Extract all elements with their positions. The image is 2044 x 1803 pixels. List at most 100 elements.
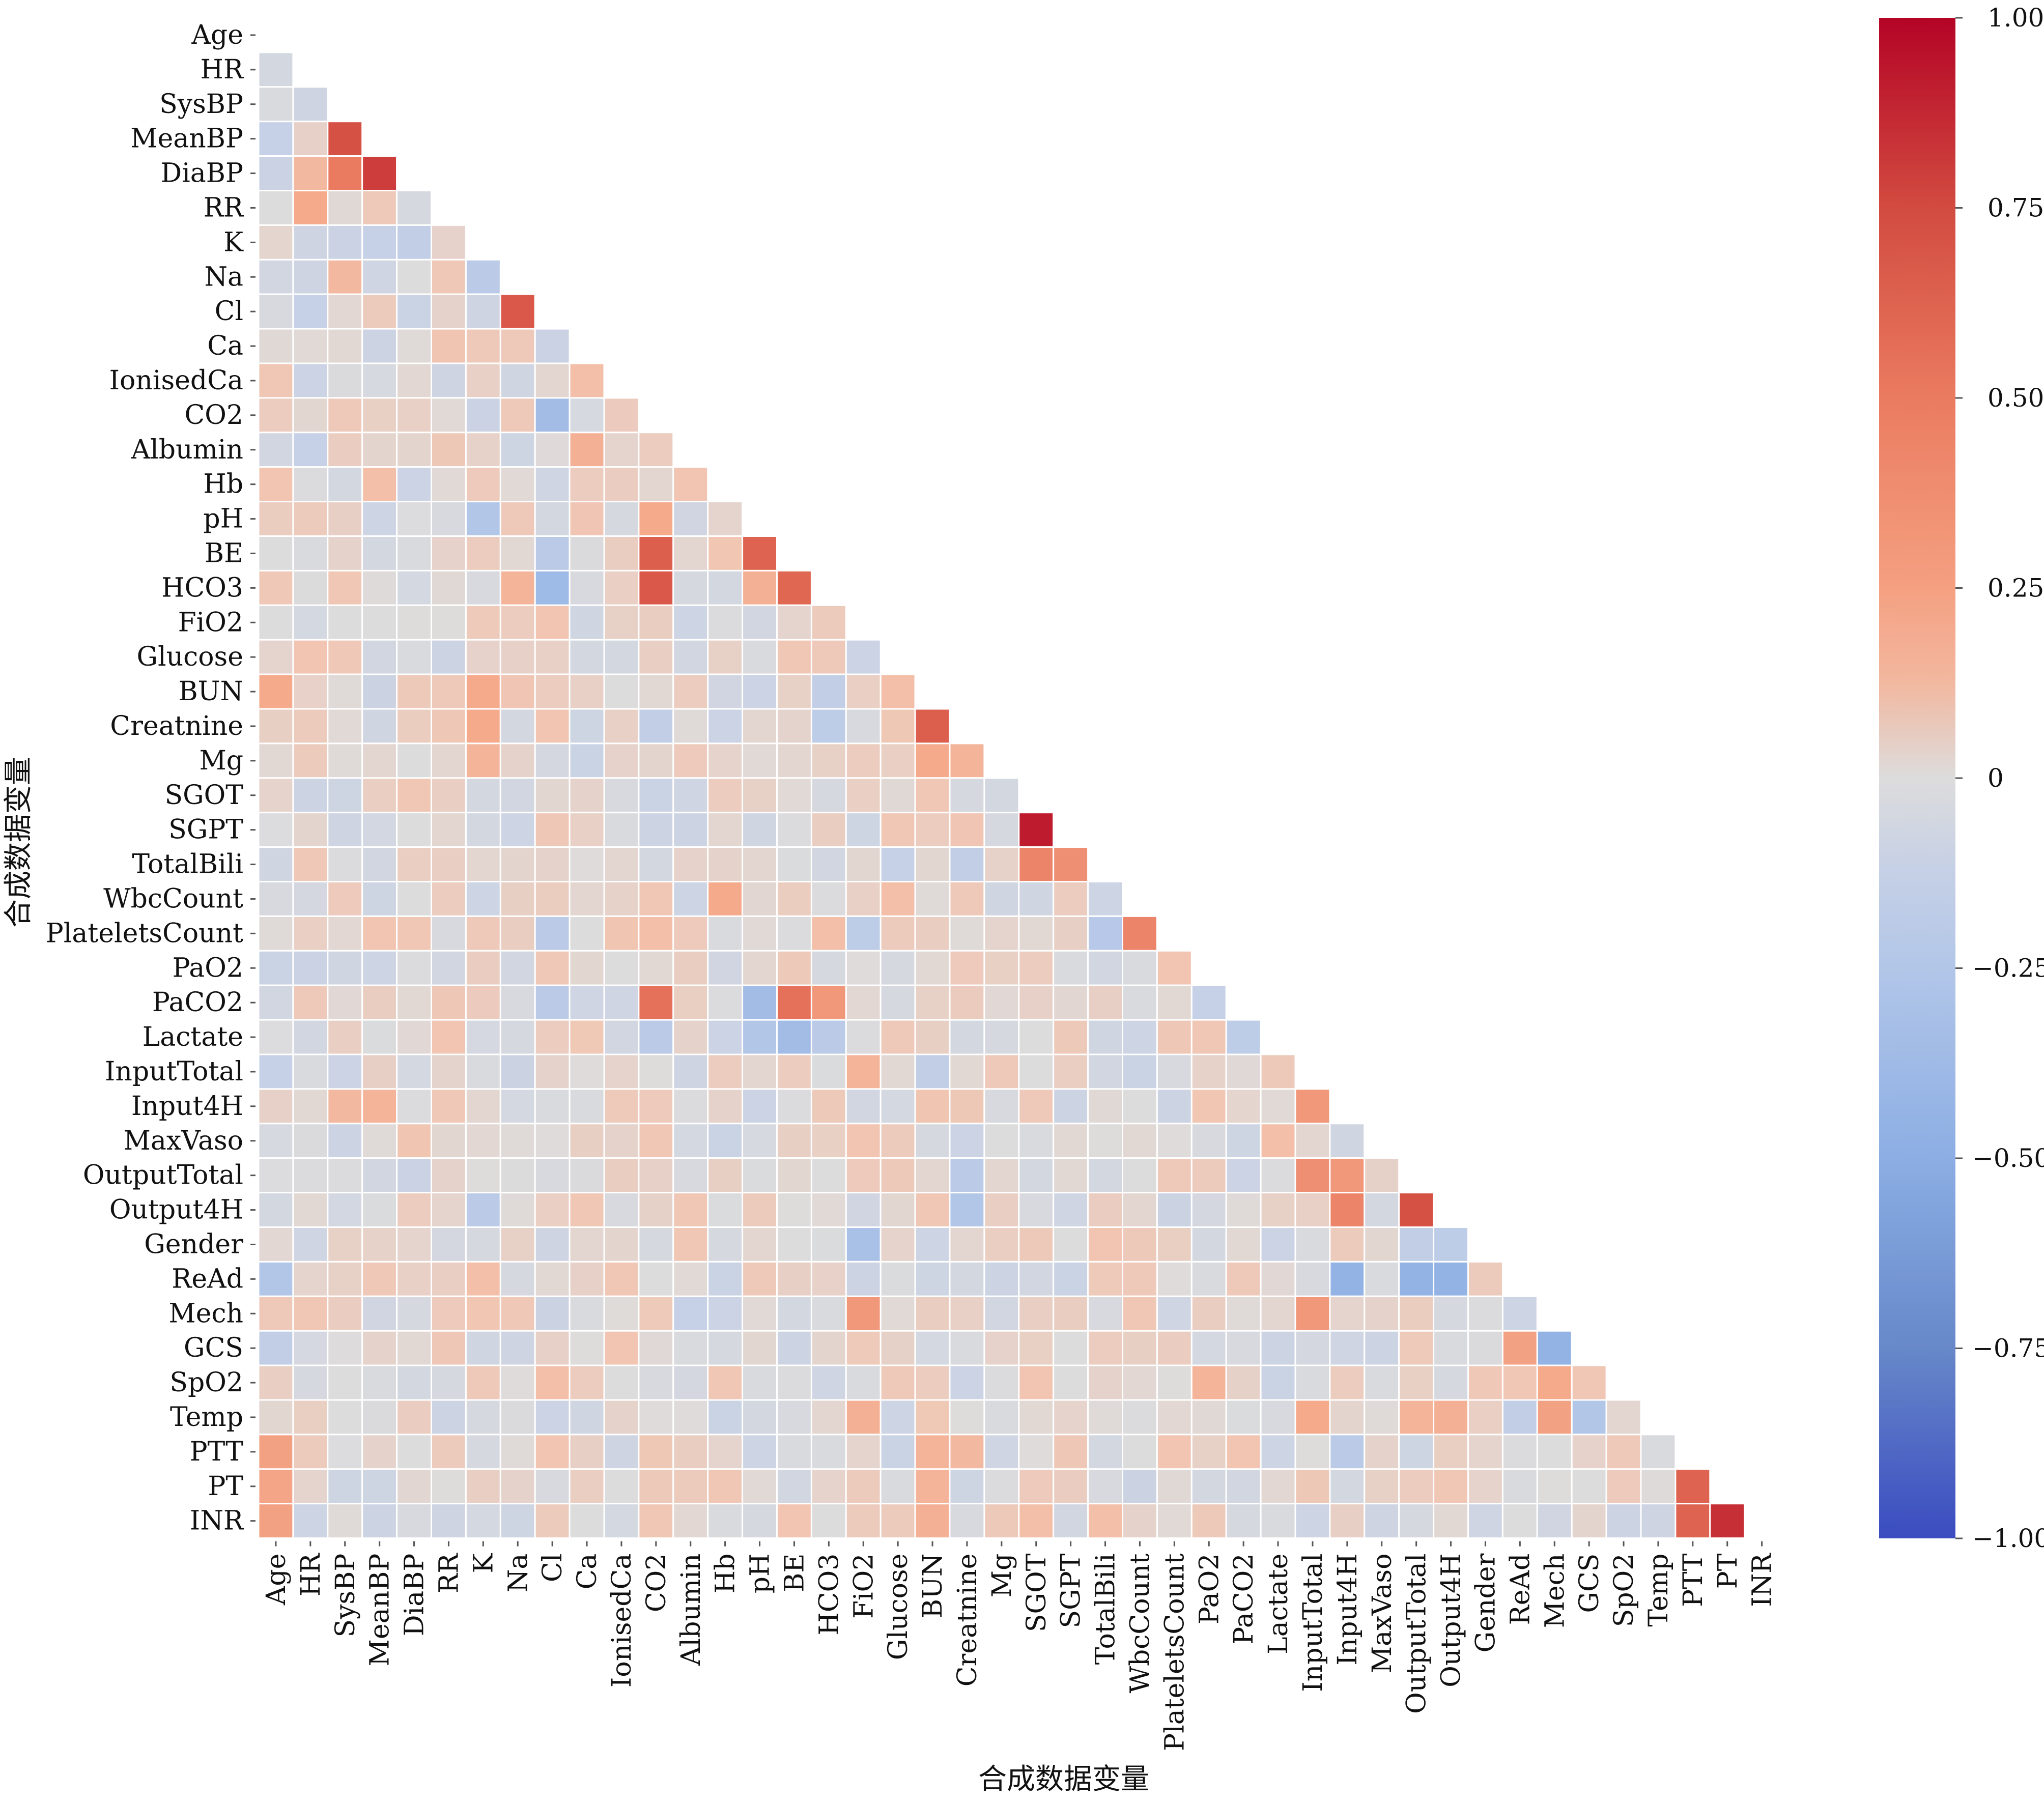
heatmap-cell-SGPT-BE (776, 812, 812, 848)
heatmap-cell-PT-Age (258, 1468, 294, 1505)
heatmap-cell-GCS-Age (258, 1330, 294, 1366)
heatmap-cell-PaO2-pH (742, 950, 778, 986)
heatmap-cell-Creatnine-K (465, 708, 501, 745)
heatmap-cell-Gender-HCO3 (810, 1226, 847, 1263)
heatmap-cell-PlateletsCount-IonisedCa (603, 915, 640, 952)
heatmap-cell-PaO2-DiaBP (396, 950, 432, 986)
heatmap-cell-Lactate-PlateletsCount (1156, 1019, 1193, 1055)
heatmap-cell-PTT-Albumin (672, 1434, 709, 1470)
heatmap-cell-INR-OutputTotal (1398, 1503, 1435, 1539)
heatmap-cell-SGPT-CO2 (638, 812, 674, 848)
heatmap-cell-Glucose-HR (292, 639, 329, 675)
heatmap-cell-ReAd-IonisedCa (603, 1261, 640, 1297)
heatmap-cell-Output4H-CO2 (638, 1192, 674, 1228)
heatmap-cell-BUN-Na (499, 673, 536, 710)
heatmap-cell-HCO3-K (465, 569, 501, 606)
heatmap-cell-PaO2-BUN (914, 950, 951, 986)
heatmap-cell-Output4H-PlateletsCount (1156, 1192, 1193, 1228)
heatmap-cell-MaxVaso-Lactate (1260, 1123, 1296, 1159)
y-tick-label-BUN: BUN (178, 676, 243, 707)
heatmap-cell-Gender-TotalBili (1087, 1226, 1124, 1263)
heatmap-cell-OutputTotal-MaxVaso (1364, 1157, 1400, 1194)
heatmap-cell-WbcCount-K (465, 881, 501, 917)
heatmap-cell-SpO2-GCS (1571, 1364, 1607, 1401)
heatmap-cell-WbcCount-Hb (707, 881, 744, 917)
heatmap-cell-PT-PaCO2 (1225, 1468, 1262, 1505)
heatmap-cell-OutputTotal-FiO2 (845, 1157, 882, 1194)
heatmap-cell-PlateletsCount-SysBP (327, 915, 363, 952)
heatmap-cell-pH-Age (258, 501, 294, 537)
heatmap-cell-GCS-pH (742, 1330, 778, 1366)
heatmap-cell-PlateletsCount-Hb (707, 915, 744, 952)
heatmap-cell-HCO3-SysBP (327, 569, 363, 606)
heatmap-cell-InputTotal-Hb (707, 1053, 744, 1090)
heatmap-cell-PT-Mech (1536, 1468, 1573, 1505)
heatmap-cell-Ca-K (465, 328, 501, 364)
heatmap-cell-Albumin-IonisedCa (603, 432, 640, 468)
x-tick-label-MeanBP: MeanBP (365, 1554, 395, 1667)
heatmap-cell-SpO2-DiaBP (396, 1364, 432, 1401)
heatmap-cell-CO2-Age (258, 397, 294, 434)
heatmap-cell-InputTotal-Ca (569, 1053, 605, 1090)
heatmap-cell-PaCO2-TotalBili (1087, 984, 1124, 1021)
heatmap-cell-PT-HR (292, 1468, 329, 1505)
heatmap-cell-Output4H-Cl (534, 1192, 571, 1228)
heatmap-cell-Temp-pH (742, 1399, 778, 1436)
heatmap-cell-Temp-WbcCount (1122, 1399, 1158, 1436)
heatmap-cell-InputTotal-PaO2 (1190, 1053, 1227, 1090)
heatmap-cell-Temp-Cl (534, 1399, 571, 1436)
heatmap-cell-PTT-Gender (1467, 1434, 1503, 1470)
heatmap-cell-ReAd-HCO3 (810, 1261, 847, 1297)
heatmap-cell-SGPT-HR (292, 812, 329, 848)
heatmap-cell-BUN-RR (431, 673, 467, 710)
heatmap-cell-WbcCount-FiO2 (845, 881, 882, 917)
x-tick-label-PTT: PTT (1678, 1553, 1709, 1607)
heatmap-cell-Temp-DiaBP (396, 1399, 432, 1436)
heatmap-cell-Glucose-Cl (534, 639, 571, 675)
heatmap-cell-SpO2-pH (742, 1364, 778, 1401)
heatmap-cell-SpO2-K (465, 1364, 501, 1401)
y-tick-label-SGPT: SGPT (168, 815, 243, 845)
heatmap-cell-Gender-Na (499, 1226, 536, 1263)
heatmap-cell-GCS-SGPT (1053, 1330, 1089, 1366)
heatmap-cell-SpO2-SysBP (327, 1364, 363, 1401)
heatmap-cell-FiO2-MeanBP (361, 604, 398, 641)
heatmap-cell-PTT-Lactate (1260, 1434, 1296, 1470)
heatmap-cell-PaO2-Age (258, 950, 294, 986)
heatmap-cell-GCS-Gender (1467, 1330, 1503, 1366)
heatmap-cell-MaxVaso-Mg (983, 1123, 1020, 1159)
heatmap-cell-CO2-Na (499, 397, 536, 434)
heatmap-cell-MaxVaso-WbcCount (1122, 1123, 1158, 1159)
heatmap-cell-Input4H-CO2 (638, 1088, 674, 1125)
heatmap-cell-PT-ReAd (1501, 1468, 1538, 1505)
heatmap-cell-SGOT-Glucose (879, 777, 916, 814)
heatmap-cell-INR-DiaBP (396, 1503, 432, 1539)
heatmap-cell-Temp-SGOT (1018, 1399, 1055, 1436)
heatmap-cell-MaxVaso-BE (776, 1123, 812, 1159)
heatmap-cell-Glucose-Albumin (672, 639, 709, 675)
heatmap-cell-IonisedCa-SysBP (327, 362, 363, 399)
y-tick-label-MaxVaso: MaxVaso (124, 1126, 243, 1156)
x-tick-label-Na: Na (503, 1554, 533, 1593)
heatmap-cell-Output4H-Lactate (1260, 1192, 1296, 1228)
heatmap-cell-PT-Creatnine (949, 1468, 985, 1505)
y-tick-label-FiO2: FiO2 (178, 607, 243, 638)
y-tick-label-Cl: Cl (215, 296, 243, 327)
heatmap-cell-Mech-K (465, 1295, 501, 1332)
heatmap-cell-BE-Albumin (672, 535, 709, 571)
heatmap-cell-Temp-Lactate (1260, 1399, 1296, 1436)
heatmap-cell-FiO2-HR (292, 604, 329, 641)
x-tick-label-SpO2: SpO2 (1609, 1554, 1639, 1627)
heatmap-cell-Hb-Age (258, 466, 294, 503)
heatmap-cell-GCS-BUN (914, 1330, 951, 1366)
heatmap-cell-GCS-Glucose (879, 1330, 916, 1366)
x-tick-label-Temp: Temp (1643, 1554, 1674, 1627)
heatmap-cell-WbcCount-Mg (983, 881, 1020, 917)
heatmap-cell-Ca-Age (258, 328, 294, 364)
heatmap-cell-FiO2-Hb (707, 604, 744, 641)
heatmap-cell-Mech-OutputTotal (1398, 1295, 1435, 1332)
colorbar-gradient (1879, 18, 1955, 1538)
heatmap-cell-PTT-RR (431, 1434, 467, 1470)
heatmap-cell-Na-DiaBP (396, 259, 432, 295)
heatmap-cell-SGPT-Creatnine (949, 812, 985, 848)
